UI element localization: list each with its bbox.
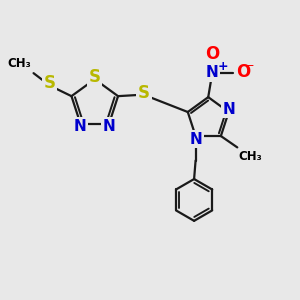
Text: N: N [206, 65, 218, 80]
Text: CH₃: CH₃ [239, 150, 262, 163]
Text: O: O [205, 45, 219, 63]
Text: CH₃: CH₃ [8, 57, 31, 70]
Text: N: N [222, 101, 235, 116]
Text: O: O [236, 63, 250, 81]
Text: +: + [217, 60, 228, 73]
Text: S: S [89, 68, 101, 86]
Text: N: N [103, 119, 116, 134]
Text: S: S [44, 74, 56, 92]
Text: N: N [189, 131, 202, 146]
Text: S: S [138, 84, 150, 102]
Text: ⁻: ⁻ [247, 61, 254, 75]
Text: N: N [74, 119, 87, 134]
